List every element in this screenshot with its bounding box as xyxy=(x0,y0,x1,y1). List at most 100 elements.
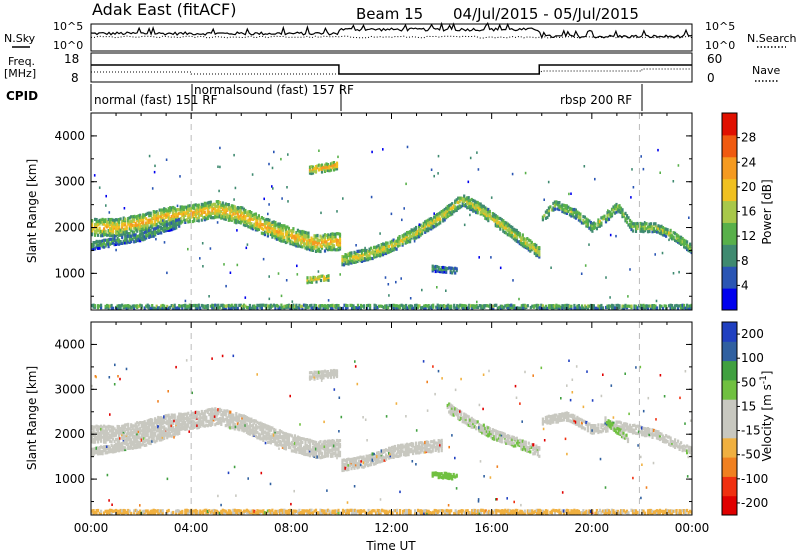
echo-cell xyxy=(205,206,208,210)
echo-cell xyxy=(371,252,374,256)
echo-cell xyxy=(517,230,520,235)
echo-cell xyxy=(175,208,178,212)
echo-cell xyxy=(314,234,318,238)
echo-cell xyxy=(115,437,118,442)
echo-cell xyxy=(103,437,106,442)
echo-cell xyxy=(343,303,346,307)
echo-cell xyxy=(160,435,163,439)
echo-cell xyxy=(161,303,164,308)
echo-cell xyxy=(202,412,205,416)
echo-cell xyxy=(223,210,226,214)
echo-cell xyxy=(624,305,627,309)
scatter-cell xyxy=(499,266,502,270)
echo-cell xyxy=(622,306,626,310)
echo-cell xyxy=(101,231,104,235)
echo-cell xyxy=(277,306,280,310)
echo-cell xyxy=(226,203,229,207)
echo-cell xyxy=(415,447,418,451)
echo-cell xyxy=(241,206,244,210)
echo-cell xyxy=(194,212,197,216)
echo-cell xyxy=(154,433,157,437)
echo-cell xyxy=(295,439,298,443)
echo-cell xyxy=(689,306,692,310)
echo-cell xyxy=(319,164,322,168)
echo-cell xyxy=(446,207,449,211)
echo-cell xyxy=(187,422,190,426)
echo-cell xyxy=(305,234,309,238)
echo-cell xyxy=(335,238,339,242)
echo-cell xyxy=(500,431,503,435)
echo-cell xyxy=(170,208,173,212)
echo-cell xyxy=(550,304,553,308)
echo-cell xyxy=(577,304,580,308)
echo-cell xyxy=(393,306,396,310)
echo-cell xyxy=(197,212,200,216)
echo-cell xyxy=(469,201,472,205)
echo-cell xyxy=(649,304,653,308)
echo-cell xyxy=(527,449,530,453)
echo-cell xyxy=(265,435,268,439)
echo-cell xyxy=(360,259,364,263)
echo-cell xyxy=(145,230,148,234)
echo-cell xyxy=(329,239,333,243)
echo-cell xyxy=(136,223,139,227)
echo-cell xyxy=(292,306,295,310)
echo-cell xyxy=(308,304,312,308)
echo-cell xyxy=(556,418,559,422)
echo-cell xyxy=(247,218,250,222)
echo-cell xyxy=(286,432,289,436)
echo-cell xyxy=(431,269,434,273)
echo-cell xyxy=(163,221,166,225)
echo-cell xyxy=(167,306,170,310)
echo-cell xyxy=(484,426,487,431)
echo-cell xyxy=(254,223,257,228)
echo-cell xyxy=(97,440,100,444)
echo-cell xyxy=(350,251,353,255)
echo-cell xyxy=(263,423,266,427)
echo-cell xyxy=(290,306,293,310)
echo-cell xyxy=(115,218,118,222)
echo-cell xyxy=(488,430,491,434)
echo-cell xyxy=(683,240,686,244)
echo-cell xyxy=(103,218,106,222)
echo-cell xyxy=(398,243,401,247)
echo-cell xyxy=(214,202,217,207)
echo-cell xyxy=(556,415,559,419)
echo-cell xyxy=(172,216,175,220)
echo-cell xyxy=(179,207,182,211)
echo-cell xyxy=(127,422,130,426)
echo-cell xyxy=(413,229,416,233)
scatter-cell xyxy=(218,189,220,193)
echo-cell xyxy=(362,258,365,263)
echo-cell xyxy=(286,437,289,441)
echo-cell xyxy=(654,304,657,308)
echo-cell xyxy=(353,461,356,465)
echo-cell xyxy=(100,243,103,247)
echo-cell xyxy=(166,304,169,308)
scatter-cell xyxy=(336,210,338,213)
echo-cell xyxy=(559,305,562,309)
echo-cell xyxy=(325,168,328,172)
echo-cell xyxy=(430,304,433,308)
echo-cell xyxy=(562,203,565,207)
echo-cell xyxy=(451,413,454,417)
echo-cell xyxy=(127,219,130,223)
echo-cell xyxy=(154,431,157,435)
echo-cell xyxy=(166,209,169,213)
echo-cell xyxy=(344,462,347,466)
echo-cell xyxy=(406,231,409,235)
echo-cell xyxy=(158,422,161,426)
echo-cell xyxy=(526,445,529,449)
echo-cell xyxy=(278,431,281,435)
echo-cell xyxy=(535,253,538,258)
echo-cell xyxy=(220,210,223,214)
echo-cell xyxy=(211,303,214,307)
echo-cell xyxy=(151,429,154,433)
echo-cell xyxy=(479,205,482,209)
echo-cell xyxy=(170,413,173,417)
echo-cell xyxy=(437,441,440,445)
echo-cell xyxy=(603,216,606,220)
echo-cell xyxy=(338,234,342,238)
echo-cell xyxy=(155,306,158,310)
echo-cell xyxy=(298,306,301,310)
